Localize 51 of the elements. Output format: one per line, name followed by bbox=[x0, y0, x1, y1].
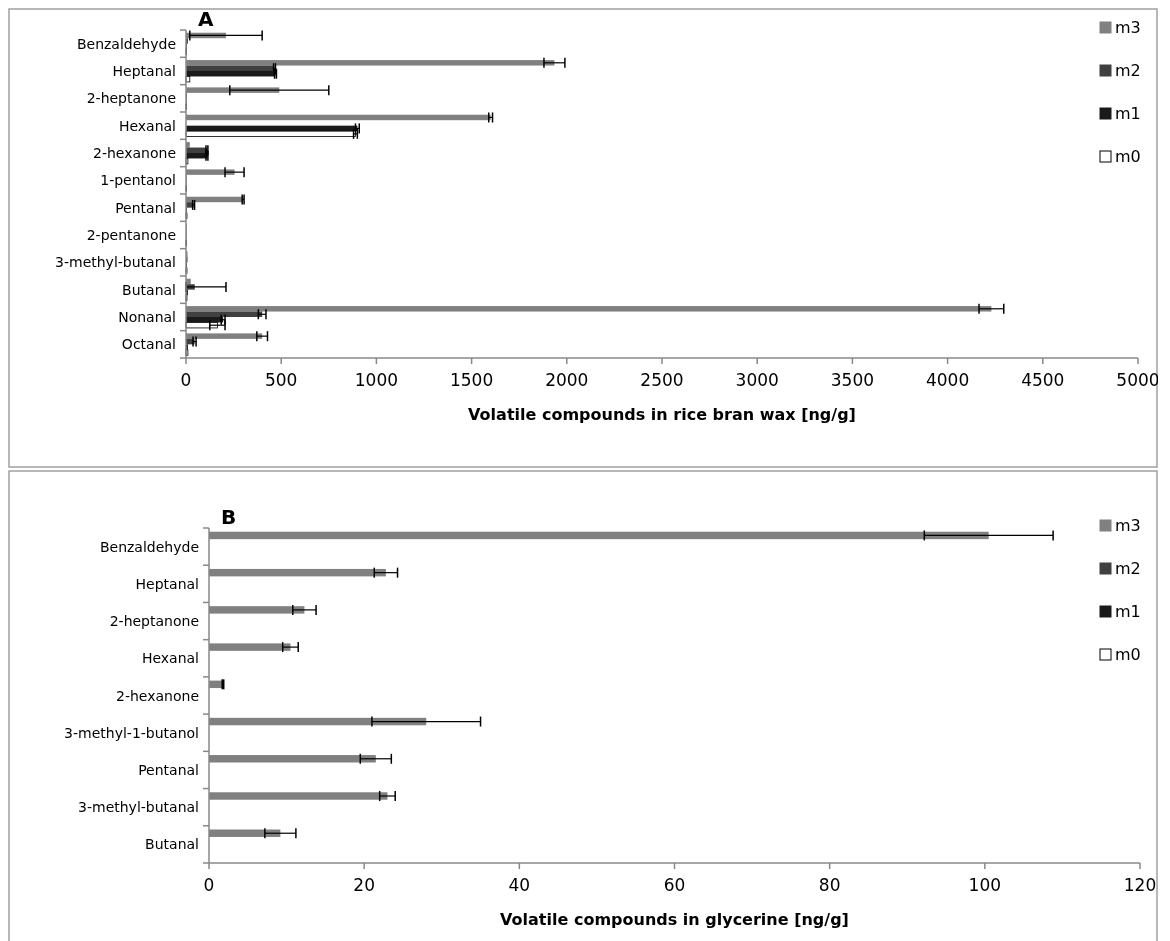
y-tick-label: 2-hexanone bbox=[116, 687, 199, 704]
y-tick-label: Benzaldehyde bbox=[76, 35, 176, 52]
y-tick-label: 2-heptanone bbox=[109, 613, 199, 630]
x-tick-label: 20 bbox=[353, 875, 375, 895]
y-tick-label: Benzaldehyde bbox=[99, 538, 199, 555]
x-tick-label: 500 bbox=[264, 370, 298, 390]
x-tick-label: 5000 bbox=[1116, 370, 1160, 390]
y-tick-label: Octanal bbox=[121, 336, 176, 353]
y-tick-label: Heptanal bbox=[135, 575, 199, 592]
x-tick-label: 40 bbox=[508, 875, 531, 895]
y-tick-label: 3-methyl-1-butanol bbox=[64, 724, 199, 741]
y-tick-label: 3-methyl-butanal bbox=[55, 254, 176, 271]
x-tick-label: 80 bbox=[818, 875, 841, 895]
x-tick-label: 2000 bbox=[545, 370, 589, 390]
x-tick-label: 0 bbox=[203, 875, 215, 895]
y-tick-label: Heptanal bbox=[112, 63, 176, 79]
x-tick-label: 100 bbox=[968, 875, 1002, 895]
x-tick-label: 1500 bbox=[449, 370, 494, 390]
legend-label: m1 bbox=[1115, 602, 1141, 621]
y-tick-label: 2-hexanone bbox=[93, 145, 176, 161]
chart-title: A bbox=[198, 7, 214, 31]
y-tick-label: 2-pentanone bbox=[86, 227, 176, 243]
x-tick-label: 4500 bbox=[1021, 370, 1065, 390]
legend-label: m1 bbox=[1115, 104, 1141, 123]
legend-label: m3 bbox=[1115, 18, 1141, 37]
y-tick-label: Nonanal bbox=[118, 309, 176, 325]
y-tick-label: Butanal bbox=[122, 281, 176, 298]
y-tick-label: Hexanal bbox=[118, 117, 176, 134]
x-tick-label: 0 bbox=[180, 370, 192, 390]
x-tick-label: 2500 bbox=[640, 370, 684, 390]
y-tick-label: Hexanal bbox=[141, 650, 199, 667]
y-tick-label: 2-heptanone bbox=[86, 90, 176, 107]
x-tick-label: 1000 bbox=[354, 370, 399, 390]
legend-label: m3 bbox=[1115, 516, 1141, 535]
x-tick-label: 60 bbox=[663, 875, 686, 895]
x-tick-label: 120 bbox=[1123, 875, 1157, 895]
y-tick-label: 3-methyl-butanal bbox=[78, 799, 199, 816]
x-axis-title: Volatile compounds in glycerine [ng/g] bbox=[500, 910, 849, 929]
legend-label: m0 bbox=[1115, 645, 1141, 664]
x-axis-title: Volatile compounds in rice bran wax [ng/g] bbox=[468, 405, 856, 424]
x-tick-label: 3000 bbox=[735, 370, 779, 390]
y-tick-label: Pentanal bbox=[138, 761, 199, 778]
y-tick-label: Pentanal bbox=[115, 199, 176, 216]
chart-title: B bbox=[221, 505, 237, 529]
legend-label: m0 bbox=[1115, 147, 1141, 166]
y-tick-label: Butanal bbox=[145, 836, 199, 853]
legend-label: m2 bbox=[1115, 61, 1141, 80]
legend-label: m2 bbox=[1115, 559, 1141, 578]
y-tick-label: 1-pentanol bbox=[100, 172, 176, 189]
x-tick-label: 4000 bbox=[925, 370, 970, 390]
x-tick-label: 3500 bbox=[830, 370, 875, 390]
